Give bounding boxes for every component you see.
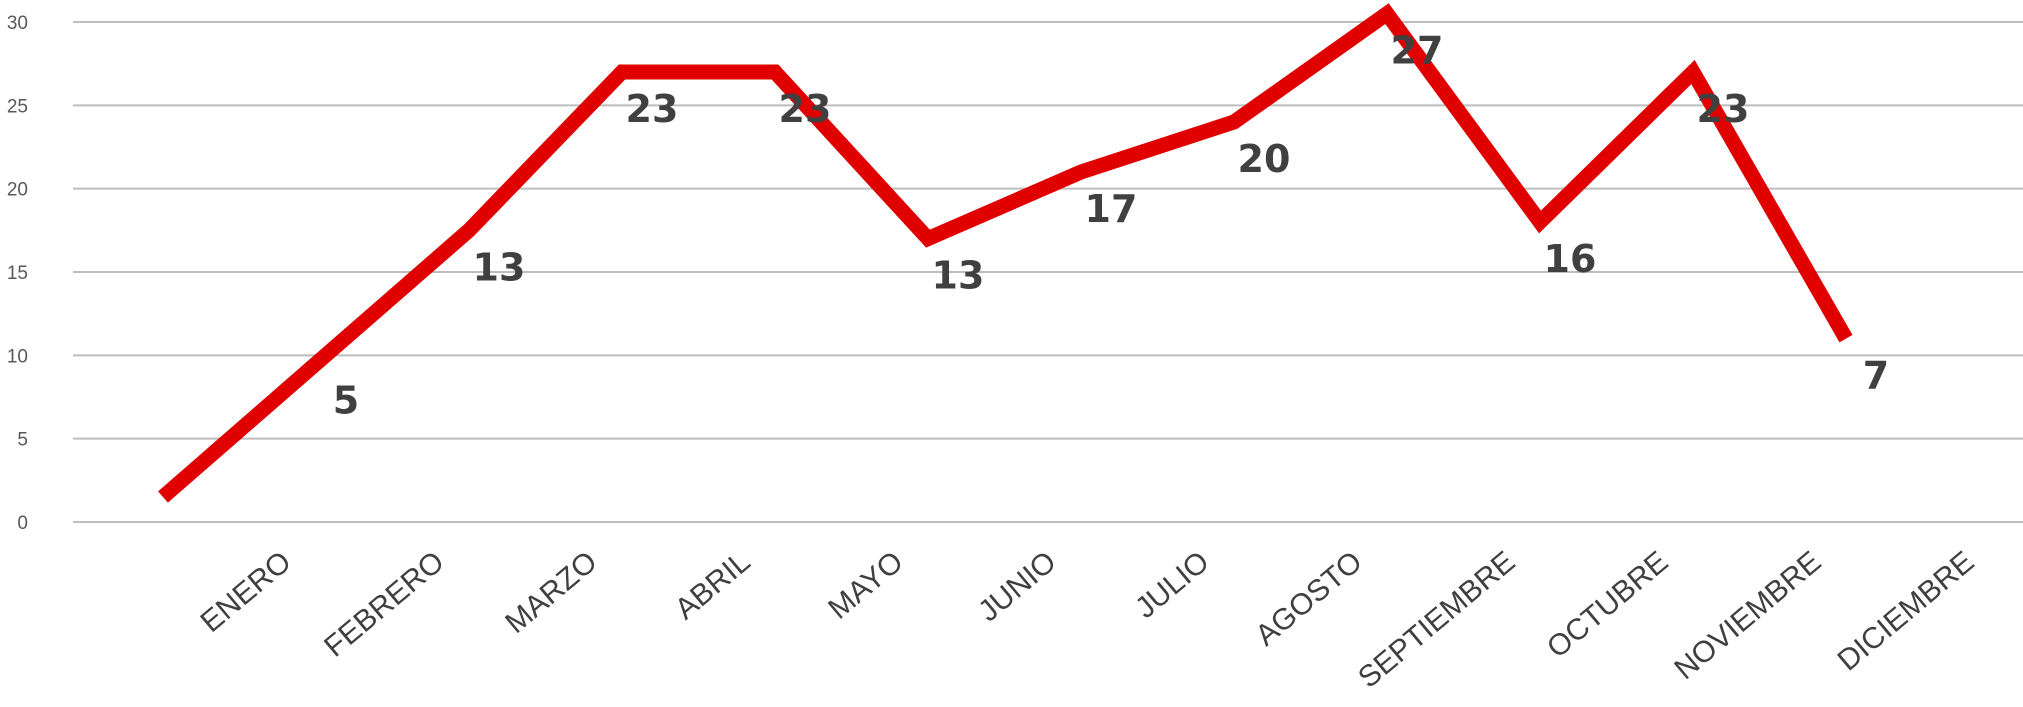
x-tick-label: NOVIEMBRE <box>1668 545 1827 686</box>
series-line <box>158 3 1853 503</box>
data-label: 7 <box>1863 354 1889 398</box>
x-tick-label: SEPTIEMBRE <box>1352 545 1521 695</box>
series-layer <box>158 3 1853 503</box>
data-label: 13 <box>932 254 985 298</box>
y-tick-label: 5 <box>17 430 28 451</box>
data-label: 5 <box>333 379 359 423</box>
data-label: 23 <box>626 87 679 131</box>
data-labels: 5 13 23 23 13 17 20 27 16 23 7 <box>333 29 1889 423</box>
x-tick-label: ABRIL <box>669 545 757 626</box>
data-label: 13 <box>473 245 526 289</box>
data-label: 23 <box>1697 87 1750 131</box>
x-tick-label: ENERO <box>195 545 298 639</box>
data-label: 17 <box>1085 187 1138 231</box>
y-tick-label: 15 <box>7 263 28 284</box>
x-tick-label: JUNIO <box>972 545 1062 628</box>
x-tick-label: MARZO <box>499 545 603 640</box>
data-label: 27 <box>1391 29 1444 73</box>
x-tick-label: JULIO <box>1129 545 1215 625</box>
y-tick-label: 25 <box>7 96 28 117</box>
y-tick-label: 10 <box>7 346 28 367</box>
y-axis-ticks: 0 5 10 15 20 25 30 <box>7 13 28 534</box>
x-axis-ticks: ENERO FEBRERO MARZO ABRIL MAYO JUNIO JULIO AGOS… <box>195 545 1981 695</box>
x-tick-label: AGOSTO <box>1249 545 1368 652</box>
data-label: 16 <box>1544 237 1597 281</box>
y-tick-label: 0 <box>17 513 28 534</box>
data-label: 20 <box>1238 137 1291 181</box>
x-tick-label: DICIEMBRE <box>1832 545 1981 677</box>
data-label: 23 <box>779 87 832 131</box>
x-tick-label: MAYO <box>822 545 909 626</box>
y-tick-label: 20 <box>7 180 28 201</box>
x-tick-label: FEBRERO <box>318 545 450 664</box>
y-tick-label: 30 <box>7 13 28 34</box>
x-tick-label: OCTUBRE <box>1541 545 1675 665</box>
